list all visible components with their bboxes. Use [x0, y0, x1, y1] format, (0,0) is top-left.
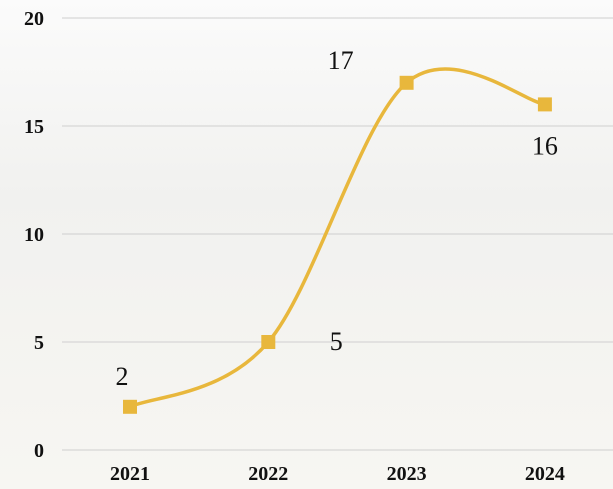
- x-tick-label: 2023: [387, 463, 427, 485]
- marker: [399, 75, 414, 90]
- line: [129, 67, 546, 409]
- y-tick-label: 20: [24, 8, 44, 30]
- data-label: 5: [330, 327, 343, 356]
- data-label: 16: [532, 131, 558, 160]
- y-tick-label: 15: [24, 116, 44, 138]
- data-label: 2: [116, 362, 129, 391]
- x-tick-label: 2021: [110, 463, 150, 485]
- x-tick-label: 2024: [525, 463, 565, 485]
- marker: [537, 97, 552, 112]
- marker: [123, 399, 137, 414]
- y-tick-label: 10: [24, 224, 44, 246]
- y-tick-label: 0: [34, 440, 44, 462]
- x-tick-label: 2022: [248, 463, 288, 485]
- marker: [261, 335, 276, 349]
- y-tick-label: 5: [34, 332, 44, 354]
- data-label: 17: [328, 46, 354, 75]
